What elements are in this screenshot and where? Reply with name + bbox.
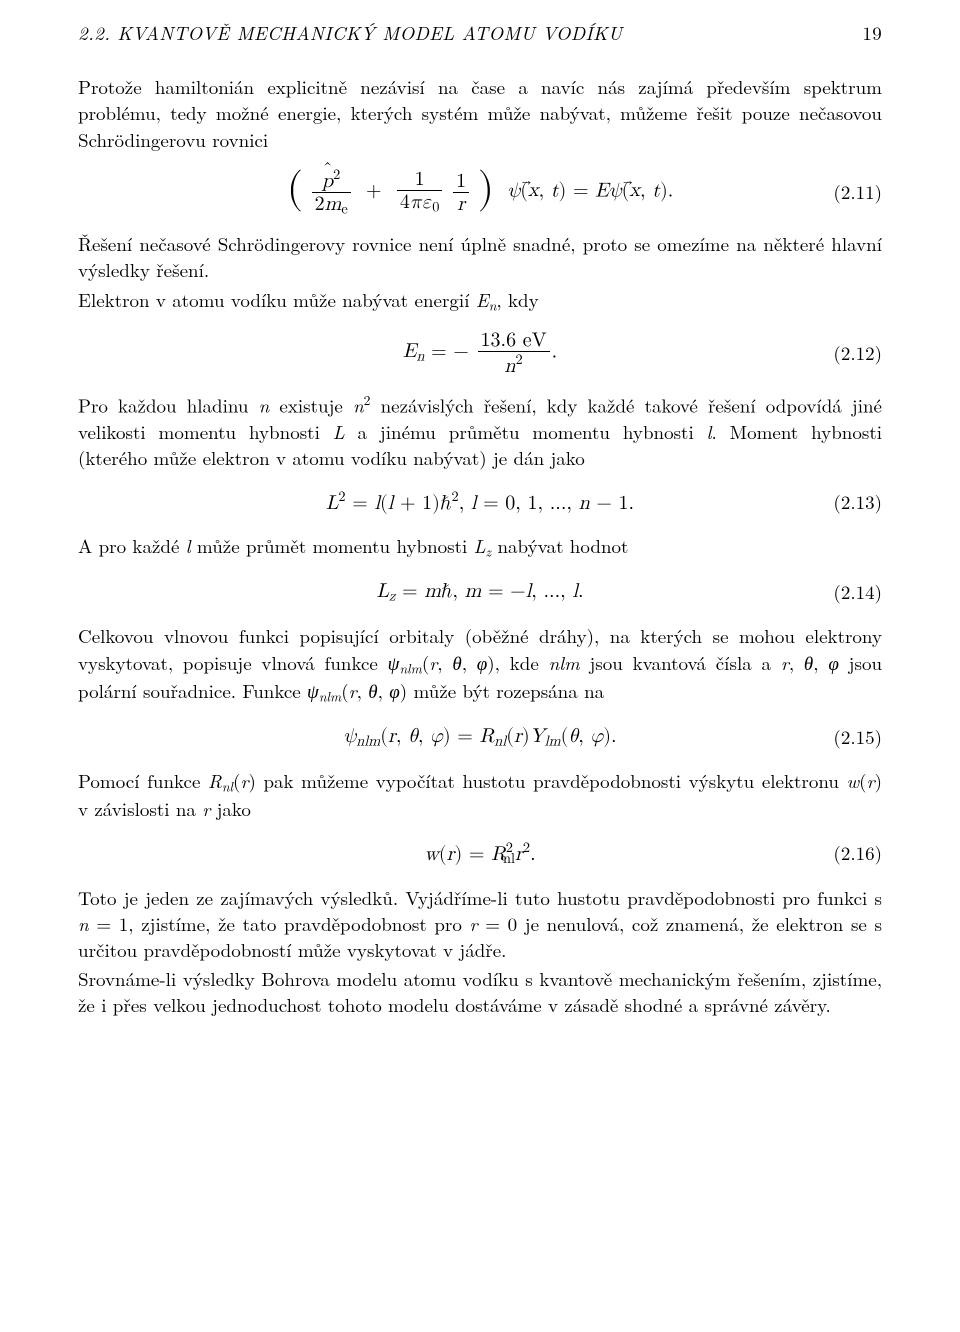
equation-2-12-number: (2.12)	[833, 340, 882, 366]
equation-2-15-content: ψnlm(r, θ, φ) = Rnl(r)Ylm(θ, φ).	[78, 723, 882, 751]
equation-2-14-number: (2.14)	[833, 579, 882, 605]
equation-2-11-content: ( p22me + 14πε0 1r ) ψ(x, t) = Eψ(x, t).	[78, 167, 882, 217]
equation-2-11-number: (2.11)	[833, 179, 882, 205]
equation-2-12-content: En = − 13.6 eVn2.	[78, 329, 882, 377]
equation-2-16-number: (2.16)	[833, 840, 882, 866]
equation-2-14-content: Lz = mℏ, m = −l, ..., l.	[78, 578, 882, 606]
paragraph-3a: Elektron v atomu vodíku může nabývat ene…	[78, 286, 476, 313]
paragraph-7: Pomocí funkce Rnl(r) pak můžeme vypočíta…	[78, 768, 882, 823]
header-page-number: 19	[862, 20, 882, 46]
page: 2.2. KVANTOVĚ MECHANICKÝ MODEL ATOMU VOD…	[0, 0, 960, 1332]
equation-2-11: ( p22me + 14πε0 1r ) ψ(x, t) = Eψ(x, t).…	[78, 167, 882, 217]
paragraph-8: Toto je jeden ze zajímavých výsledků. Vy…	[78, 885, 882, 964]
equation-2-15: ψnlm(r, θ, φ) = Rnl(r)Ylm(θ, φ). (2.15)	[78, 720, 882, 754]
paragraph-3b: , kdy	[496, 286, 538, 313]
equation-2-13-number: (2.13)	[833, 489, 882, 515]
equation-2-13-content: L2 = l(l + 1)ℏ2, l = 0, 1, ..., n − 1.	[78, 487, 882, 518]
paragraph-3: Elektron v atomu vodíku může nabývat ene…	[78, 287, 882, 315]
equation-2-13: L2 = l(l + 1)ℏ2, l = 0, 1, ..., n − 1. (…	[78, 485, 882, 519]
paragraph-4: Pro každou hladinu n existuje n2 nezávis…	[78, 391, 882, 471]
equation-2-15-number: (2.15)	[833, 724, 882, 750]
paragraph-1: Protože hamiltonián explicitně nezávisí …	[78, 74, 882, 153]
paragraph-2: Řešení nečasové Schrödingerovy rovnice n…	[78, 231, 882, 283]
equation-2-12: En = − 13.6 eVn2. (2.12)	[78, 329, 882, 377]
paragraph-5: A pro každé l může průmět momentu hybnos…	[78, 533, 882, 561]
paragraph-9: Srovnáme-li výsledky Bohrova modelu atom…	[78, 966, 882, 1018]
equation-2-16-content: w(r) = R2nlr2.	[78, 838, 882, 869]
paragraph-6: Celkovou vlnovou funkci popisující orbit…	[78, 623, 882, 706]
page-header: 2.2. KVANTOVĚ MECHANICKÝ MODEL ATOMU VOD…	[78, 20, 882, 46]
header-section: 2.2. KVANTOVĚ MECHANICKÝ MODEL ATOMU VOD…	[78, 20, 622, 46]
equation-2-14: Lz = mℏ, m = −l, ..., l. (2.14)	[78, 575, 882, 609]
equation-2-16: w(r) = R2nlr2. (2.16)	[78, 837, 882, 871]
